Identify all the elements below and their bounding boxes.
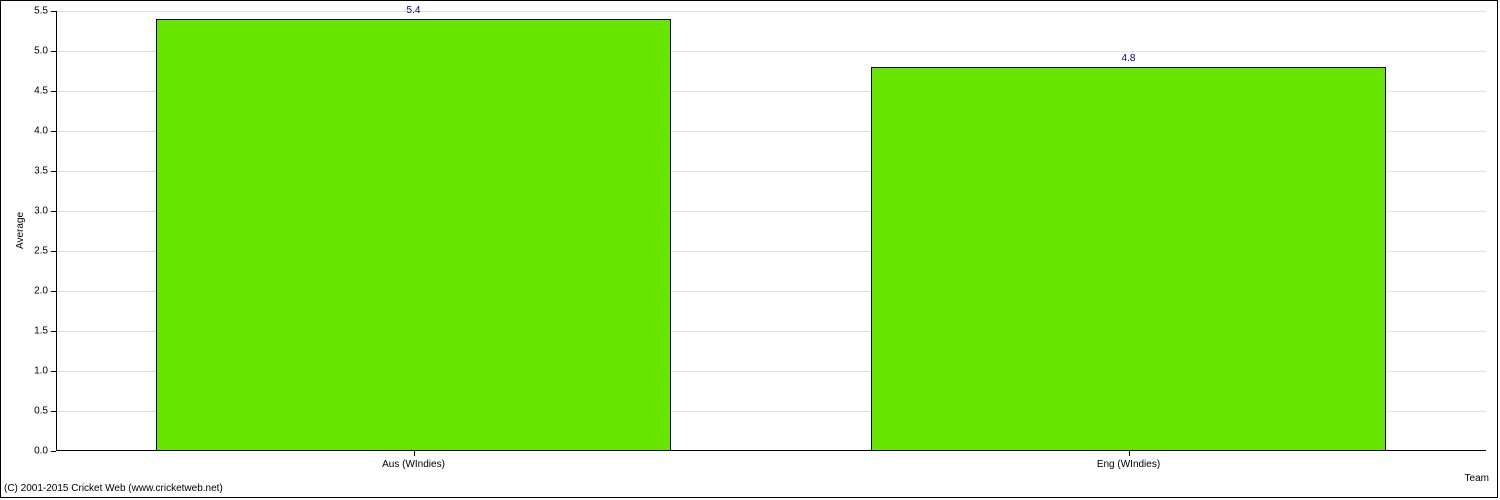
x-tick-mark [414, 451, 415, 456]
y-tick-label: 0.0 [1, 446, 48, 457]
bar [871, 67, 1386, 451]
y-tick-label: 1.5 [1, 326, 48, 337]
y-tick-mark [51, 291, 56, 292]
y-tick-mark [51, 131, 56, 132]
copyright-text: (C) 2001-2015 Cricket Web (www.cricketwe… [4, 483, 223, 494]
y-tick-label: 5.0 [1, 46, 48, 57]
y-tick-mark [51, 331, 56, 332]
y-tick-label: 4.0 [1, 126, 48, 137]
bar-value-label: 5.4 [407, 5, 421, 16]
x-tick-label: Aus (WIndies) [382, 459, 445, 470]
x-tick-mark [1129, 451, 1130, 456]
y-tick-mark [51, 91, 56, 92]
x-axis-title: Team [1465, 473, 1489, 484]
y-tick-mark [51, 11, 56, 12]
y-tick-mark [51, 411, 56, 412]
x-tick-label: Eng (WIndies) [1097, 459, 1160, 470]
y-tick-mark [51, 451, 56, 452]
chart-frame: 0.00.51.01.52.02.53.03.54.04.55.05.5 5.4… [0, 0, 1498, 498]
y-axis-title: Average [15, 212, 26, 249]
x-axis-line [56, 450, 1486, 451]
y-tick-label: 5.5 [1, 6, 48, 17]
bar-value-label: 4.8 [1122, 53, 1136, 64]
y-tick-mark [51, 251, 56, 252]
gridline [56, 11, 1486, 12]
y-tick-label: 4.5 [1, 86, 48, 97]
y-tick-label: 1.0 [1, 366, 48, 377]
y-tick-mark [51, 51, 56, 52]
y-axis-line [56, 11, 57, 451]
y-tick-label: 2.0 [1, 286, 48, 297]
y-tick-label: 0.5 [1, 406, 48, 417]
plot-area [56, 11, 1486, 451]
y-tick-label: 3.5 [1, 166, 48, 177]
y-tick-mark [51, 371, 56, 372]
y-tick-mark [51, 171, 56, 172]
y-tick-mark [51, 211, 56, 212]
bar [156, 19, 671, 451]
